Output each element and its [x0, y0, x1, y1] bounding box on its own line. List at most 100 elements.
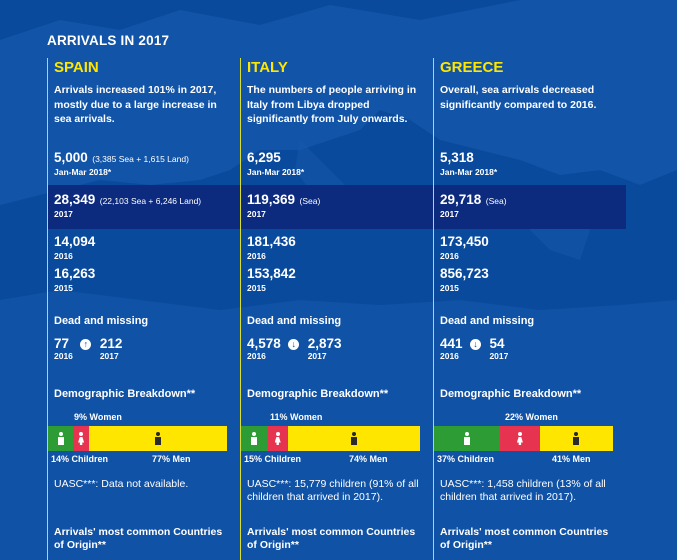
origin-label: Arrivals' most common Countries of Origi…	[440, 526, 609, 551]
children-segment	[241, 426, 268, 451]
child-icon	[56, 432, 65, 445]
women-percent-label: 11% Women	[270, 412, 323, 422]
woman-icon	[77, 432, 86, 445]
demographic-bar	[48, 426, 227, 451]
stat-jan-mar-2018: 6,295 Jan-Mar 2018*	[247, 149, 304, 177]
arrow-down-icon: ↓	[288, 339, 300, 350]
dead-missing-from: 77 2016	[54, 336, 73, 361]
men-segment	[89, 426, 227, 451]
children-percent-label: 14% Children	[51, 454, 109, 464]
stat-jan-mar-2018: 5,000 (3,385 Sea + 1,615 Land) Jan-Mar 2…	[54, 149, 189, 177]
demographic-label: Demographic Breakdown**	[54, 388, 196, 400]
stat-value: 119,369	[247, 192, 296, 207]
origin-label: Arrivals' most common Countries of Origi…	[247, 526, 416, 551]
dead-missing-to-year: 2017	[489, 351, 509, 361]
stat-2016: 181,436 2016	[247, 233, 296, 261]
stat-2017: 29,718 (Sea) 2017	[440, 191, 507, 219]
stat-detail: (Sea)	[299, 196, 321, 206]
section-title: ARRIVALS IN 2017	[47, 33, 170, 48]
dead-missing-values: 441 2016 ↓ 54 2017	[440, 336, 508, 361]
dead-missing-to-year: 2017	[307, 351, 327, 361]
dead-missing-from-value: 441	[440, 336, 463, 351]
dead-missing-label: Dead and missing	[440, 315, 535, 327]
stat-value: 14,094	[54, 234, 96, 249]
man-icon	[349, 432, 358, 445]
stat-value: 28,349	[54, 192, 96, 207]
dead-missing-values: 77 2016 ↑ 212 2017	[54, 336, 122, 361]
children-percent-label: 15% Children	[244, 454, 302, 464]
stat-period: Jan-Mar 2018*	[54, 167, 112, 177]
children-segment	[434, 426, 501, 451]
stat-value: 5,318	[440, 150, 474, 165]
stat-2017: 119,369 (Sea) 2017	[247, 191, 320, 219]
men-percent-label: 41% Men	[552, 454, 591, 464]
men-percent-label: 77% Men	[152, 454, 191, 464]
men-percent-label: 74% Men	[349, 454, 388, 464]
woman-icon	[273, 432, 282, 445]
dead-missing-from-year: 2016	[54, 351, 73, 361]
origin-label: Arrivals' most common Countries of Origi…	[54, 526, 223, 551]
child-icon	[463, 432, 472, 445]
women-percent-label: 9% Women	[74, 412, 122, 422]
dead-missing-to: 54 2017	[489, 336, 508, 361]
stat-period: 2015	[247, 283, 266, 293]
demographic-label: Demographic Breakdown**	[440, 388, 582, 400]
dead-missing-from-year: 2016	[247, 351, 266, 361]
dead-missing-from-value: 4,578	[247, 336, 281, 351]
stat-detail: (3,385 Sea + 1,615 Land)	[92, 154, 189, 164]
stat-detail: (Sea)	[485, 196, 507, 206]
stat-value: 29,718	[440, 192, 482, 207]
dead-missing-from: 441 2016	[440, 336, 463, 361]
children-percent-label: 37% Children	[437, 454, 495, 464]
dead-missing-from-value: 77	[54, 336, 70, 351]
arrow-down-icon: ↓	[469, 339, 481, 350]
column-italy: ITALY The numbers of people arriving in …	[240, 58, 430, 560]
country-name: ITALY	[247, 59, 288, 76]
country-description: Arrivals increased 101% in 2017, mostly …	[54, 84, 217, 125]
stat-2015: 16,263 2015	[54, 265, 95, 293]
dead-missing-to: 2,873 2017	[308, 336, 342, 361]
woman-icon	[515, 432, 524, 445]
child-icon	[250, 432, 259, 445]
demographic-bar	[241, 426, 420, 451]
women-segment	[500, 426, 540, 451]
dead-missing-to: 212 2017	[100, 336, 123, 361]
stat-period: 2017	[54, 209, 73, 219]
stat-value: 153,842	[247, 266, 296, 281]
uasc-text: UASC***: 1,458 children (13% of all chil…	[440, 478, 606, 503]
stat-value: 181,436	[247, 234, 296, 249]
country-name: GREECE	[440, 59, 504, 76]
stat-detail: (22,103 Sea + 6,246 Land)	[99, 196, 202, 206]
stat-period: 2015	[54, 283, 73, 293]
country-description: The numbers of people arriving in Italy …	[247, 84, 417, 125]
stat-2016: 173,450 2016	[440, 233, 489, 261]
dead-missing-values: 4,578 2016 ↓ 2,873 2017	[247, 336, 342, 361]
men-segment	[539, 426, 613, 451]
stat-period: Jan-Mar 2018*	[247, 167, 305, 177]
column-spain: SPAIN Arrivals increased 101% in 2017, m…	[47, 58, 237, 560]
dead-missing-to-year: 2017	[99, 351, 119, 361]
stat-period: 2017	[247, 209, 266, 219]
dead-missing-to-value: 2,873	[307, 336, 342, 351]
dead-missing-label: Dead and missing	[54, 315, 149, 327]
dead-missing-to-value: 54	[489, 336, 505, 351]
column-greece: GREECE Overall, sea arrivals decreased s…	[433, 58, 623, 560]
country-description: Overall, sea arrivals decreased signific…	[440, 84, 597, 111]
arrow-up-icon: ↑	[80, 339, 92, 350]
dead-missing-from: 4,578 2016	[247, 336, 281, 361]
stat-2016: 14,094 2016	[54, 233, 95, 261]
dead-missing-to-value: 212	[99, 336, 123, 351]
stat-value: 173,450	[440, 234, 489, 249]
women-segment	[267, 426, 288, 451]
stat-period: 2017	[440, 209, 459, 219]
stat-period: Jan-Mar 2018*	[440, 167, 498, 177]
uasc-text: UASC***: Data not available.	[54, 478, 189, 490]
stat-2015: 153,842 2015	[247, 265, 296, 293]
dead-missing-from-year: 2016	[440, 351, 459, 361]
country-name: SPAIN	[54, 59, 99, 76]
uasc-text: UASC***: 15,779 children (91% of all chi…	[247, 478, 419, 503]
man-icon	[154, 432, 163, 445]
highlight-band-2017	[47, 185, 626, 229]
